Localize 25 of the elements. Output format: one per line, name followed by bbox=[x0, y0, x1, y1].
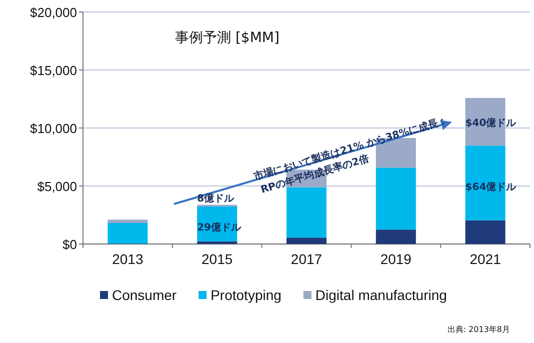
bar bbox=[286, 187, 326, 238]
bar bbox=[108, 223, 148, 244]
y-tick-label: $5,000 bbox=[37, 179, 77, 194]
x-tick-label: 2015 bbox=[202, 251, 233, 267]
legend-label: Prototyping bbox=[210, 287, 282, 303]
x-tick-label: 2017 bbox=[290, 251, 322, 267]
text: 事例予測 [$MM] bbox=[175, 30, 280, 46]
legend-label: Digital manufacturing bbox=[315, 287, 447, 303]
y-tick-label: $15,000 bbox=[30, 63, 77, 78]
y-tick-label: $10,000 bbox=[30, 121, 77, 136]
x-tick-label: 2019 bbox=[380, 251, 412, 267]
x-tick-label: 2021 bbox=[470, 251, 502, 267]
bar bbox=[376, 230, 416, 244]
y-tick-label: $20,000 bbox=[30, 5, 77, 20]
bar bbox=[376, 168, 416, 230]
bar bbox=[465, 146, 506, 220]
y-tick-label: $0 bbox=[62, 237, 77, 252]
x-tick-label: 2013 bbox=[112, 251, 144, 267]
bar bbox=[286, 238, 326, 244]
annotation: 8億ドル bbox=[197, 192, 236, 205]
legend-label: Consumer bbox=[112, 287, 177, 303]
bar bbox=[108, 220, 148, 224]
bar bbox=[197, 241, 238, 244]
bar bbox=[465, 220, 506, 244]
source-note: 出典: 2013年8月 bbox=[447, 325, 510, 334]
